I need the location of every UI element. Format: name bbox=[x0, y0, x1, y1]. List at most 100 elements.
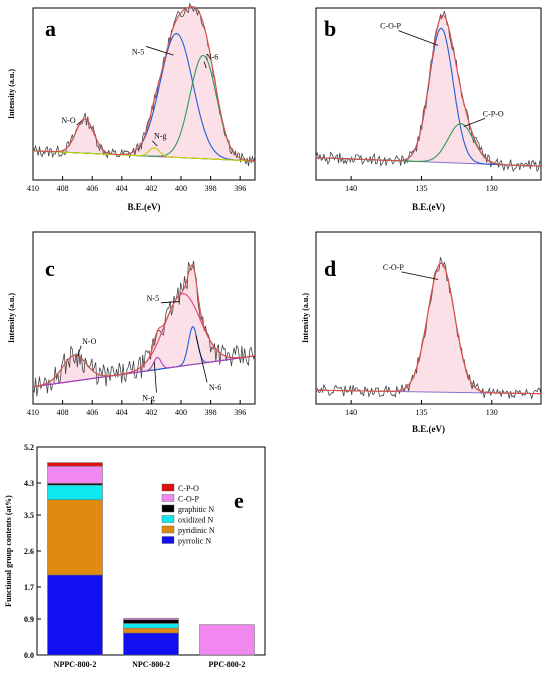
x-tick-label: 410 bbox=[27, 184, 39, 193]
peak-annotation: N-5 bbox=[132, 47, 144, 56]
panel-b-xps-p2p-nppc: 140 135 130 C-O-P C-P-O b B.E.(eV) bbox=[315, 7, 542, 212]
peak-annotation: N-O bbox=[82, 337, 96, 346]
x-tick-label: 398 bbox=[205, 408, 217, 417]
axes-frame bbox=[315, 231, 542, 405]
annotation-pointer bbox=[463, 117, 486, 127]
x-tick-label: 396 bbox=[234, 408, 246, 417]
category-label: PPC-800-2 bbox=[209, 660, 246, 669]
bar-segment-oxidized-n bbox=[123, 623, 179, 629]
legend-label: graphitic N bbox=[178, 505, 214, 514]
x-axis-label: B.E.(eV) bbox=[128, 202, 161, 212]
legend-label: oxidized N bbox=[178, 516, 214, 525]
bar-segment-pyridinic-n bbox=[47, 499, 103, 576]
raw-data-line bbox=[32, 260, 256, 397]
legend-swatch bbox=[161, 494, 175, 502]
annotation-pointer bbox=[145, 46, 174, 56]
bar-segment-pyrrolic-n bbox=[47, 574, 103, 656]
panel-letter: b bbox=[324, 16, 336, 41]
peak-annotation: N-6 bbox=[206, 53, 218, 62]
envelope-fill bbox=[316, 15, 541, 167]
legend-label: pyrrolic N bbox=[178, 537, 211, 546]
x-tick-label: 140 bbox=[345, 184, 357, 193]
legend-swatch bbox=[161, 515, 175, 523]
bar-segment-c-o-p bbox=[47, 465, 103, 484]
legend-swatch bbox=[161, 536, 175, 544]
peak-annotation: N-5 bbox=[147, 294, 159, 303]
panel-a-xps-n1s-nppc: 410 408 406 404 402 400 398 396 N-O N-5 N-6 N-g a B.E… bbox=[7, 2, 256, 212]
legend-label: pyridinic N bbox=[178, 526, 215, 535]
bar-segment-oxidized-n bbox=[47, 484, 103, 501]
envelope-line bbox=[33, 6, 255, 162]
peak-annotation: C-P-O bbox=[483, 109, 504, 118]
legend-label: C-O-P bbox=[178, 495, 199, 504]
x-tick-label: 404 bbox=[116, 408, 128, 417]
bar-segment-graphitic-n bbox=[123, 619, 179, 624]
x-tick-label: 400 bbox=[175, 408, 187, 417]
panel-d-xps-p2p-ppc: 140 135 130 C-O-P d B.E.(eV) Intensity (a.u.) bbox=[301, 231, 542, 434]
x-tick-label: 410 bbox=[27, 408, 39, 417]
panel-letter: a bbox=[45, 16, 56, 41]
peak-annotation: N-O bbox=[61, 116, 75, 125]
panel-c-xps-n1s-npc: 410 408 406 404 402 400 398 396 N-O N-5 N-6 N-g c Int… bbox=[7, 231, 256, 417]
x-tick-label: 140 bbox=[345, 408, 357, 417]
annotation-pointer bbox=[195, 335, 208, 383]
peak-n-g bbox=[33, 147, 256, 162]
y-axis-label: Intensity (a.u.) bbox=[7, 69, 16, 119]
x-tick-label: 135 bbox=[415, 408, 427, 417]
legend-label: C-P-O bbox=[178, 484, 199, 493]
peak-annotation: C-O-P bbox=[380, 22, 401, 31]
annotation-pointer bbox=[398, 30, 439, 46]
panel-e-stacked-bar: 0.0 0.9 1.7 2.6 3.5 4.3 5.2 NPPC-800-2 NPC-800-2… bbox=[4, 443, 266, 669]
x-tick-label: 400 bbox=[175, 184, 187, 193]
category-label: NPPC-800-2 bbox=[54, 660, 97, 669]
bar-segment-c-o-p bbox=[123, 617, 179, 621]
peak-n-g bbox=[32, 355, 256, 388]
category-label: NPC-800-2 bbox=[132, 660, 170, 669]
axes-frame bbox=[32, 7, 256, 181]
y-axis-label: Intensity (a.u.) bbox=[7, 293, 16, 343]
annotation-pointer bbox=[203, 61, 207, 69]
y-axis-label: Functional group contents (at%) bbox=[4, 495, 13, 607]
x-tick-label: 408 bbox=[57, 184, 69, 193]
envelope-fill bbox=[316, 263, 541, 394]
y-axis-label: Intensity (a.u.) bbox=[301, 293, 310, 343]
x-tick-label: 406 bbox=[86, 408, 98, 417]
annotation-pointer bbox=[153, 362, 157, 393]
bar-segment-c-o-p bbox=[199, 624, 255, 656]
annotation-pointer bbox=[160, 301, 180, 304]
x-tick-label: 402 bbox=[145, 184, 157, 193]
envelope-line bbox=[315, 262, 541, 395]
peak-annotation: C-O-P bbox=[383, 263, 404, 272]
x-tick-label: 398 bbox=[205, 184, 217, 193]
peak-annotation: N-g bbox=[154, 132, 166, 141]
y-tick-label: 0.9 bbox=[24, 615, 34, 624]
axes-frame bbox=[32, 231, 256, 405]
x-tick-label: 135 bbox=[415, 184, 427, 193]
bar-segment-pyridinic-n bbox=[123, 627, 179, 634]
panel-letter: d bbox=[324, 256, 336, 281]
y-tick-label: 5.2 bbox=[24, 443, 34, 452]
x-tick-label: 130 bbox=[486, 184, 498, 193]
annotation-pointer bbox=[401, 271, 439, 280]
annotation-pointer bbox=[77, 345, 82, 357]
y-tick-label: 0.0 bbox=[24, 651, 34, 660]
annotation-pointer bbox=[151, 140, 158, 147]
peak-annotation: N-6 bbox=[209, 383, 221, 392]
x-tick-label: 408 bbox=[57, 408, 69, 417]
y-tick-label: 2.6 bbox=[24, 547, 34, 556]
legend-swatch bbox=[161, 504, 175, 513]
x-tick-label: 404 bbox=[116, 184, 128, 193]
x-axis-label: B.E.(eV) bbox=[412, 202, 445, 212]
x-tick-label: 406 bbox=[86, 184, 98, 193]
peak-annotation: N-g bbox=[142, 394, 154, 403]
y-tick-label: 3.5 bbox=[24, 511, 34, 520]
envelope-fill bbox=[33, 264, 255, 387]
x-axis-label: B.E.(eV) bbox=[412, 424, 445, 434]
y-tick-label: 1.7 bbox=[24, 583, 34, 592]
axes-frame bbox=[315, 7, 542, 181]
bar-segment-pyrrolic-n bbox=[123, 632, 179, 656]
x-tick-label: 396 bbox=[234, 184, 246, 193]
x-tick-label: 402 bbox=[145, 408, 157, 417]
bar-segment-c-p-o bbox=[47, 462, 103, 467]
legend-swatch bbox=[161, 483, 175, 492]
